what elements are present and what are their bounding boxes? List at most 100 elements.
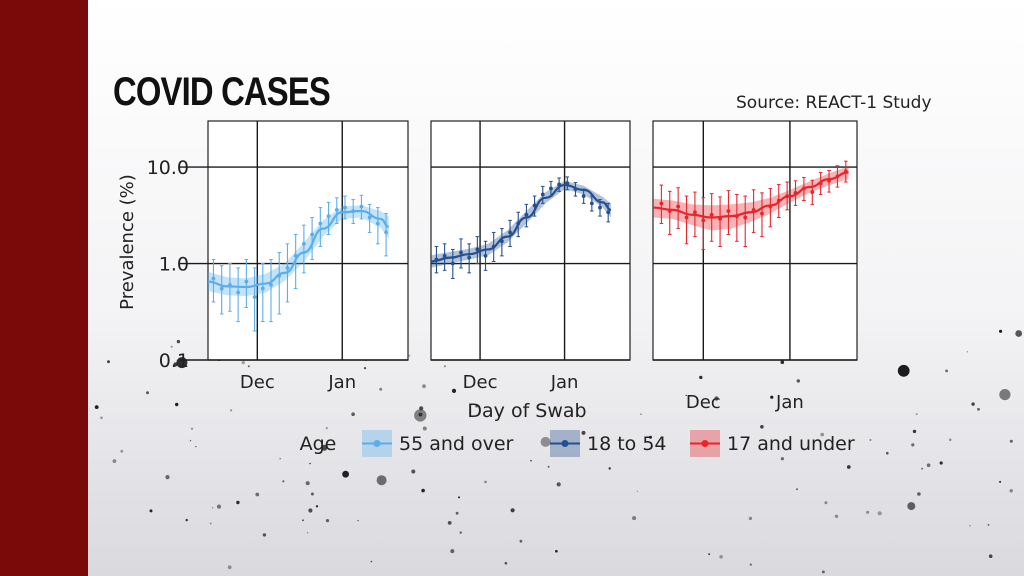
x-tick-label: Jan: [327, 372, 356, 393]
speckle: [209, 522, 212, 525]
data-point: [532, 203, 537, 208]
speckle: [321, 444, 328, 451]
confidence-band: [431, 180, 611, 268]
legend-label: 18 to 54: [587, 433, 667, 455]
x-tick-label: Dec: [240, 372, 275, 393]
speckle: [216, 504, 222, 509]
data-point: [524, 212, 529, 217]
speckle: [770, 395, 774, 399]
panel-frame: [652, 120, 858, 361]
speckle: [581, 430, 586, 435]
data-point: [301, 241, 306, 246]
speckle: [977, 407, 980, 411]
speckle: [886, 451, 889, 455]
data-point: [743, 215, 748, 220]
data-point: [676, 204, 681, 209]
speckle: [310, 492, 314, 496]
speckle: [510, 508, 515, 513]
speckle: [999, 389, 1011, 401]
speckle: [325, 519, 330, 523]
data-point: [285, 266, 290, 270]
data-point: [467, 255, 472, 260]
panel-2: Dec Jan: [430, 120, 631, 393]
data-point: [785, 194, 790, 198]
speckle: [309, 462, 311, 465]
speckle: [94, 405, 99, 409]
speckle: [719, 555, 723, 559]
speckle: [948, 438, 952, 442]
page-title: COVID CASES: [113, 70, 331, 114]
legend-entry: 55 and over: [362, 430, 514, 457]
speckle: [376, 475, 387, 486]
speckle: [1009, 439, 1013, 443]
speckle: [907, 502, 916, 511]
speckle: [926, 463, 931, 468]
speckle: [451, 388, 457, 393]
data-point: [557, 182, 562, 187]
panel-3: Dec Jan: [652, 120, 858, 413]
data-point: [598, 205, 602, 210]
speckle: [685, 394, 687, 397]
speckle: [966, 351, 969, 353]
data-point: [508, 230, 512, 235]
speckle: [484, 480, 487, 484]
speckle: [255, 492, 260, 497]
speckle: [820, 432, 824, 437]
data-point: [581, 194, 586, 198]
data-point: [491, 244, 496, 249]
data-point: [450, 261, 455, 266]
data-point: [343, 205, 347, 210]
speckle: [780, 457, 785, 461]
speckle: [877, 511, 882, 516]
x-tick-label: Jan: [775, 392, 804, 413]
data-point: [684, 215, 689, 220]
data-point: [326, 214, 331, 219]
legend-label: 17 and under: [727, 433, 855, 455]
left-accent-bar: [0, 0, 88, 576]
speckle: [315, 505, 319, 508]
data-point: [252, 295, 257, 299]
speckle: [834, 514, 839, 518]
data-point: [835, 174, 840, 179]
data-point: [499, 239, 504, 244]
speckle: [120, 449, 124, 453]
decorative-speckles: [94, 328, 1023, 574]
data-point: [359, 204, 364, 209]
legend-swatch-point: [701, 440, 709, 447]
speckle: [608, 467, 611, 470]
data-point: [549, 186, 553, 191]
data-point: [228, 283, 232, 287]
speckle: [987, 523, 990, 526]
data-point: [367, 215, 372, 220]
speckle: [748, 516, 753, 521]
speckle: [146, 391, 149, 395]
speckle: [411, 469, 416, 474]
data-point: [843, 169, 848, 174]
legend-entry: 18 to 54: [550, 430, 667, 457]
speckle: [824, 501, 828, 505]
speckle: [227, 565, 232, 570]
legend-swatch-point: [561, 440, 569, 447]
data-point: [277, 273, 282, 278]
speckle: [363, 367, 367, 370]
speckle: [450, 549, 455, 554]
speckle: [149, 509, 153, 513]
speckle: [459, 531, 462, 534]
speckle: [866, 510, 870, 514]
plots-group: Dec Jan Dec Jan Dec Jan 0.1 1.0 10.0: [147, 120, 858, 413]
data-point: [818, 181, 823, 186]
speckle: [418, 412, 423, 417]
source-note: Source: REACT-1 Study: [736, 93, 932, 113]
data-point: [384, 230, 388, 235]
data-point: [434, 257, 439, 262]
speckle: [556, 482, 561, 487]
legend-entry: 17 and under: [690, 430, 855, 457]
data-point: [793, 190, 798, 195]
speckle: [988, 554, 993, 558]
speckle: [632, 516, 637, 521]
legend-swatch-point: [373, 440, 381, 447]
data-point: [701, 218, 706, 223]
speckle: [351, 412, 355, 417]
speckle: [796, 488, 798, 491]
speckle: [796, 379, 800, 383]
